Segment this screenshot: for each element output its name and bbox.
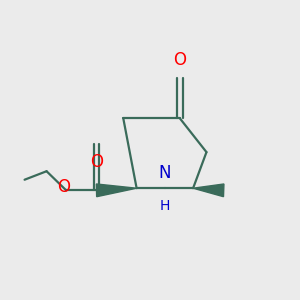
Text: H: H (160, 199, 170, 213)
Text: O: O (57, 178, 70, 196)
Text: O: O (90, 153, 103, 171)
Polygon shape (96, 184, 136, 197)
Polygon shape (193, 184, 224, 197)
Text: O: O (173, 51, 186, 69)
Text: N: N (159, 164, 171, 182)
